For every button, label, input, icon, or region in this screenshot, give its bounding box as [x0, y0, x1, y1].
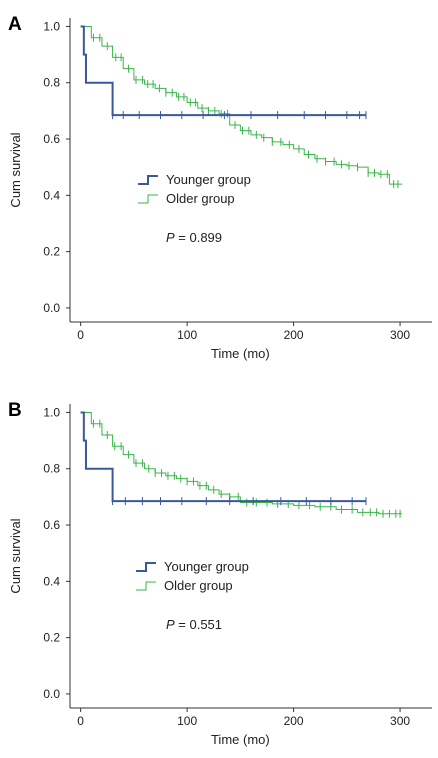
legend-entry-older: Older group [166, 191, 235, 206]
p-value-symbol: P [166, 230, 175, 245]
y-tick-label: 0.2 [43, 245, 60, 259]
x-tick-label: 300 [390, 328, 410, 342]
y-axis-title: Cum survival [8, 518, 23, 593]
p-value-number: = 0.899 [175, 230, 222, 245]
p-value-text: P = 0.899 [166, 230, 222, 245]
y-tick-label: 0.4 [43, 188, 60, 202]
x-axis-title: Time (mo) [211, 346, 270, 361]
legend-entry-younger: Younger group [166, 172, 251, 187]
chart-panel-a: A 0.0 0.2 0.4 0.6 0.8 1.0 0 100 200 300 Time (mo) Cu… [8, 14, 432, 361]
survival-line-older [80, 411, 403, 515]
y-tick-label: 0.4 [43, 574, 60, 588]
y-tick-label: 0.8 [43, 462, 60, 476]
y-tick-label: 0.2 [43, 631, 60, 645]
p-value-text: P = 0.551 [166, 617, 222, 632]
survival-line-younger [80, 25, 366, 117]
y-tick-label: 0.6 [43, 132, 60, 146]
x-tick-label: 300 [390, 714, 410, 728]
y-tick-label: 0.0 [43, 687, 60, 701]
legend-swatch [138, 194, 158, 204]
p-value-number: = 0.551 [175, 617, 222, 632]
x-tick-label: 0 [77, 328, 84, 342]
p-value-symbol: P [166, 617, 175, 632]
legend-swatch [138, 175, 158, 185]
y-tick-label: 0.6 [43, 518, 60, 532]
y-tick-label: 1.0 [43, 19, 60, 33]
x-tick-label: 200 [284, 714, 304, 728]
survival-line-older [80, 25, 403, 185]
legend-swatch [136, 562, 156, 572]
x-tick-label: 100 [177, 328, 197, 342]
panel-letter: A [8, 14, 22, 35]
chart-panel-b: B 0.0 0.2 0.4 0.6 0.8 1.0 0 100 200 300 Time (mo) Cu… [8, 400, 432, 747]
y-tick-label: 0.8 [43, 76, 60, 90]
legend-entry-older: Older group [164, 578, 233, 593]
x-tick-label: 100 [177, 714, 197, 728]
x-axis-title: Time (mo) [211, 732, 270, 747]
legend-entry-younger: Younger group [164, 559, 249, 574]
x-tick-label: 0 [77, 714, 84, 728]
survival-line-younger [80, 411, 366, 503]
x-tick-label: 200 [284, 328, 304, 342]
legend-swatch [136, 581, 156, 591]
y-tick-label: 1.0 [43, 405, 60, 419]
panel-letter: B [8, 400, 22, 421]
y-axis-title: Cum survival [8, 132, 23, 207]
y-tick-label: 0.0 [43, 301, 60, 315]
